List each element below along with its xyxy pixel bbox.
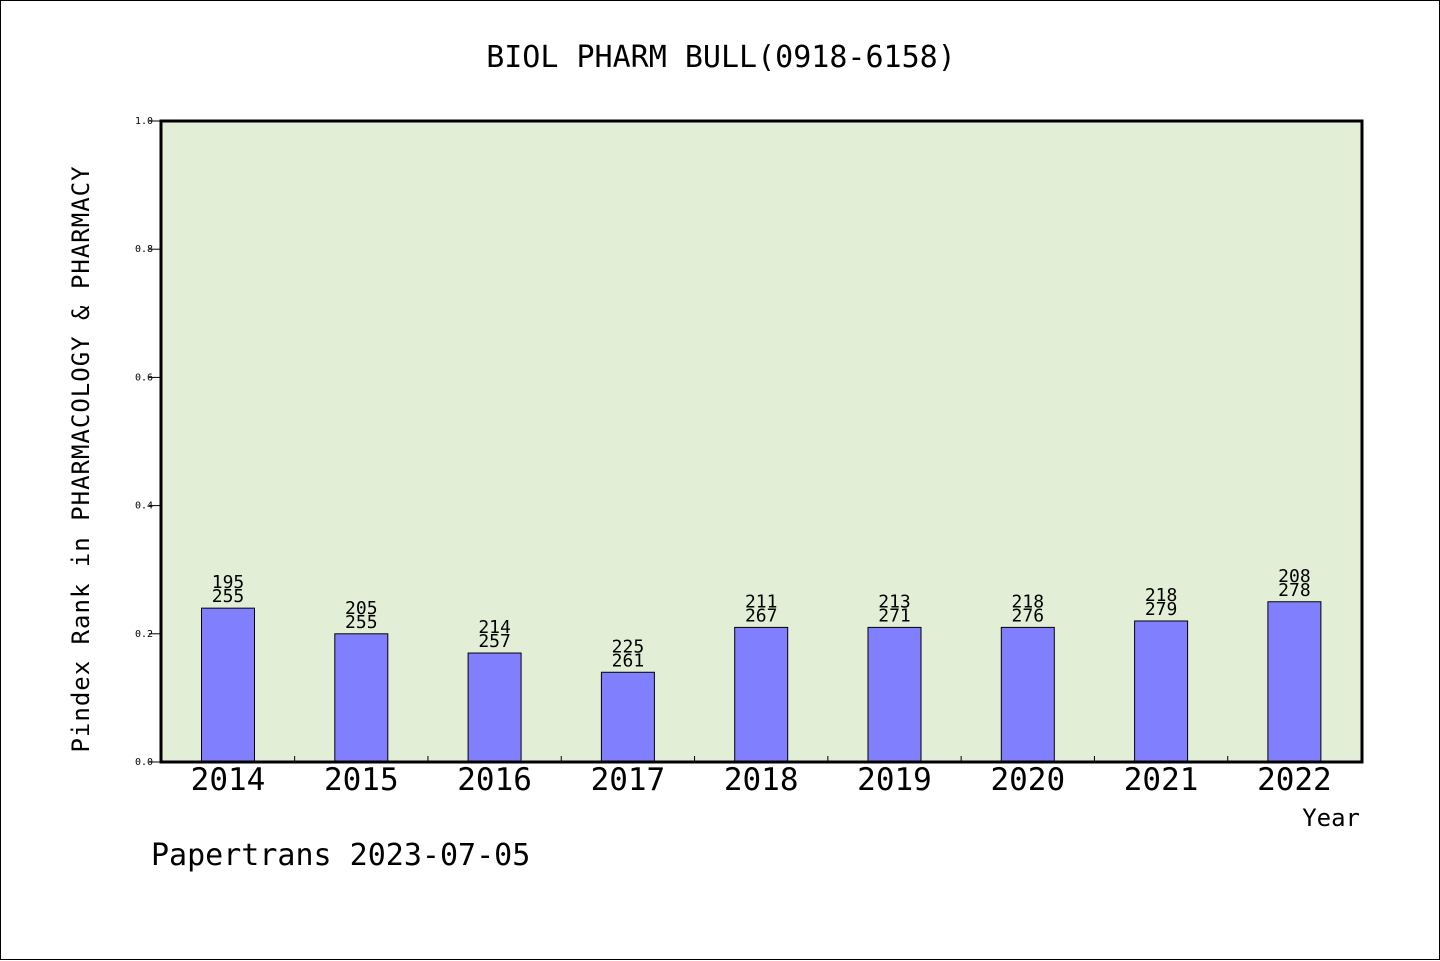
x-tick-label: 2022: [1257, 762, 1332, 798]
x-tick-label: 2015: [324, 762, 399, 798]
bar-total-label: 279: [1145, 599, 1178, 620]
y-tick-label: 0.2: [135, 629, 153, 640]
bar-rank-label: 214: [478, 617, 511, 638]
y-tick-label: 0.0: [135, 757, 153, 768]
x-tick-label: 2020: [990, 762, 1065, 798]
bar-total-label: 255: [212, 586, 245, 607]
plot-border: [159, 119, 1364, 764]
bar-total-label: 261: [612, 650, 645, 671]
bar-2018: [734, 626, 789, 763]
bar-2014: [201, 607, 255, 763]
x-tick-label: 2016: [457, 762, 532, 798]
bar-2020: [1000, 626, 1055, 763]
y-axis: 0.0 0.2 0.4 0.6 0.8 1.0: [135, 116, 161, 768]
bar-total-label: 276: [1012, 605, 1045, 626]
y-tick-label: 0.6: [135, 372, 153, 383]
x-axis-label: Year: [1302, 804, 1360, 832]
bar-2016: [467, 652, 522, 763]
bar-rank-label: 195: [212, 572, 245, 593]
bar-2017: [600, 671, 655, 763]
bar-2015: [334, 633, 389, 763]
x-tick-label: 2019: [857, 762, 932, 798]
footer-text: Papertrans 2023-07-05: [151, 838, 530, 873]
bar-rank-label: 205: [345, 598, 378, 619]
chart-title: BIOL PHARM BULL(0918-6158): [486, 40, 956, 75]
x-tick-label: 2018: [724, 762, 799, 798]
bar-2021: [1134, 620, 1189, 763]
x-tick-label: 2021: [1124, 762, 1199, 798]
bar-total-label: 267: [745, 605, 778, 626]
y-tick-label: 0.8: [135, 244, 153, 255]
x-axis: 2014 2015 2016 2017 2018 2019 2020 2021 2022: [191, 756, 1332, 798]
bar-total-label: 278: [1278, 580, 1311, 601]
bar-rank-label: 225: [612, 636, 645, 657]
y-tick-label: 0.4: [135, 501, 153, 512]
bar-total-label: 255: [345, 612, 378, 633]
bar-rank-label: 213: [878, 591, 911, 612]
x-tick-label: 2014: [191, 762, 266, 798]
bar-rank-label: 211: [745, 591, 778, 612]
bar-rank-label: 208: [1278, 566, 1311, 587]
x-tick-label: 2017: [591, 762, 666, 798]
y-tick-label: 1.0: [135, 116, 153, 127]
bar-rank-label: 218: [1145, 585, 1178, 606]
y-axis-label: Pindex Rank in PHARMACOLOGY & PHARMACY: [67, 165, 95, 752]
bar-2022: [1267, 601, 1322, 763]
bar-total-label: 271: [878, 605, 911, 626]
bar-rank-label: 218: [1012, 591, 1045, 612]
bar-total-label: 257: [478, 631, 511, 652]
bar-2019: [867, 626, 922, 763]
